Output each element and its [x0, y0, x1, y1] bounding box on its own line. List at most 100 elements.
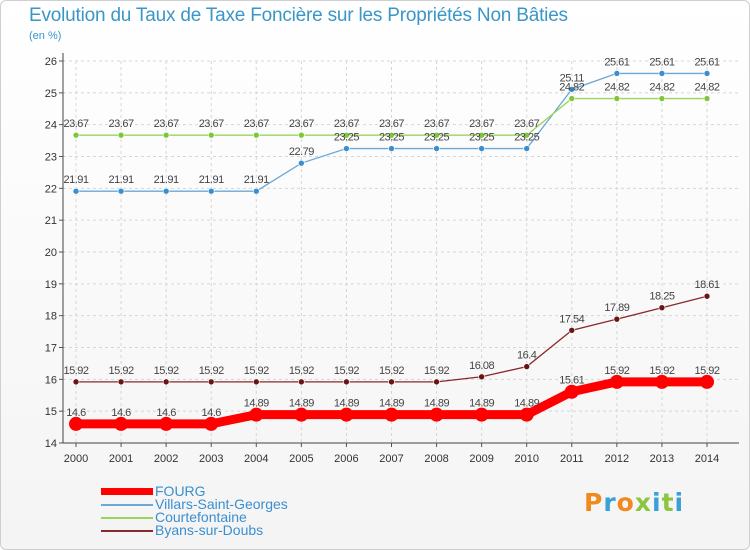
data-label-villars-saint-georges: 21.91	[63, 174, 88, 186]
data-point-courtefontaine	[343, 131, 350, 139]
data-point-byans-sur-doubs	[388, 378, 395, 386]
data-label-courtefontaine: 23.67	[109, 118, 134, 130]
data-label-byans-sur-doubs: 15.92	[334, 365, 359, 377]
data-label-fourg: 15.92	[649, 365, 674, 377]
data-label-villars-saint-georges: 23.25	[424, 132, 449, 144]
data-label-fourg: 14.89	[424, 398, 449, 410]
x-tick-label: 2011	[560, 453, 584, 465]
legend-swatch-villars-saint-georges	[101, 504, 153, 506]
data-point-byans-sur-doubs	[613, 315, 621, 323]
data-label-fourg: 14.6	[111, 407, 131, 419]
data-point-byans-sur-doubs	[207, 378, 215, 386]
data-point-fourg	[700, 374, 714, 389]
x-tick-label: 2010	[514, 453, 538, 465]
data-label-fourg: 15.92	[694, 365, 719, 377]
data-label-courtefontaine: 23.67	[63, 118, 88, 130]
data-label-villars-saint-georges: 25.61	[649, 56, 674, 68]
x-tick-label: 2012	[605, 453, 629, 465]
data-label-byans-sur-doubs: 17.54	[559, 313, 584, 325]
x-tick-label: 2007	[379, 453, 403, 465]
y-axis-unit: (en %)	[29, 30, 62, 42]
legend-swatch-byans-sur-doubs	[101, 530, 153, 532]
data-point-courtefontaine	[433, 131, 440, 139]
logo-letter: r	[603, 488, 617, 517]
data-label-courtefontaine: 24.82	[604, 82, 629, 94]
data-label-villars-saint-georges: 25.61	[604, 56, 629, 68]
data-point-villars-saint-georges	[343, 145, 350, 152]
data-label-villars-saint-georges: 25.61	[694, 56, 719, 68]
legend-label-byans-sur-doubs: Byans-sur-Doubs	[155, 522, 264, 538]
data-label-byans-sur-doubs: 15.92	[379, 365, 404, 377]
data-point-courtefontaine	[207, 131, 215, 139]
y-tick-label: 14	[45, 438, 57, 450]
data-point-fourg	[249, 407, 264, 422]
data-label-courtefontaine: 23.67	[199, 118, 224, 130]
data-label-courtefontaine: 24.82	[559, 82, 584, 94]
x-tick-label: 2003	[199, 453, 223, 465]
y-tick-label: 22	[45, 183, 57, 195]
data-point-fourg	[114, 416, 129, 431]
data-label-villars-saint-georges: 21.91	[199, 174, 224, 186]
data-label-byans-sur-doubs: 15.92	[154, 365, 179, 377]
data-label-byans-sur-doubs: 16.08	[469, 360, 494, 372]
y-tick-label: 15	[45, 406, 57, 418]
data-point-villars-saint-georges	[568, 86, 576, 93]
data-point-courtefontaine	[703, 95, 711, 102]
data-label-villars-saint-georges: 21.91	[244, 174, 269, 186]
data-label-villars-saint-georges: 25.11	[560, 72, 585, 84]
data-label-villars-saint-georges: 23.25	[334, 132, 359, 144]
x-tick-label: 2013	[650, 453, 674, 465]
data-point-fourg	[339, 407, 354, 422]
data-point-courtefontaine	[162, 131, 170, 139]
axes: 14 15 16 17 18 19 20 21 22 23 24 25 26 2000 2001 2002 20…	[45, 53, 739, 465]
data-label-fourg: 15.61	[559, 375, 584, 387]
data-labels: 21.91 21.91 21.91 21.91 21.91 22.79 23.25 23.25…	[63, 56, 720, 419]
data-label-villars-saint-georges: 21.91	[154, 174, 179, 186]
data-point-villars-saint-georges	[252, 187, 260, 195]
logo-letter: o	[616, 488, 635, 517]
data-label-byans-sur-doubs: 18.25	[649, 291, 674, 303]
data-point-byans-sur-doubs	[658, 304, 666, 312]
y-tick-label: 26	[45, 56, 57, 68]
data-label-byans-sur-doubs: 15.92	[424, 365, 449, 377]
legend-swatch-courtefontaine	[101, 517, 153, 519]
legend-swatch-fourg	[101, 488, 153, 495]
data-label-courtefontaine: 23.67	[514, 118, 539, 130]
data-point-courtefontaine	[478, 131, 485, 139]
data-label-villars-saint-georges: 23.25	[469, 132, 494, 144]
data-label-fourg: 15.92	[604, 365, 629, 377]
data-label-fourg: 14.6	[156, 407, 176, 419]
data-point-fourg	[609, 374, 624, 389]
y-tick-label: 24	[45, 120, 57, 132]
data-point-courtefontaine	[658, 95, 666, 102]
data-label-byans-sur-doubs: 15.92	[109, 365, 134, 377]
data-point-villars-saint-georges	[162, 187, 170, 195]
data-label-courtefontaine: 23.67	[469, 118, 494, 130]
data-point-villars-saint-georges	[117, 187, 125, 195]
data-point-byans-sur-doubs	[117, 378, 125, 386]
y-tick-label: 18	[45, 311, 57, 323]
chart-title: Evolution du Taux de Taxe Foncière sur l…	[29, 5, 568, 26]
logo-letter: x	[634, 488, 652, 517]
legend-label-courtefontaine: Courtefontaine	[155, 509, 247, 525]
legend-label-fourg: FOURG	[155, 483, 206, 499]
data-point-courtefontaine	[568, 95, 576, 102]
data-label-byans-sur-doubs: 18.61	[694, 279, 719, 291]
y-tick-label: 25	[45, 88, 57, 100]
x-tick-label: 2001	[109, 453, 133, 465]
x-tick-label: 2006	[334, 453, 358, 465]
data-point-fourg	[204, 416, 219, 431]
data-point-fourg	[159, 416, 174, 431]
data-point-byans-sur-doubs	[298, 378, 305, 386]
y-tick-label: 21	[45, 215, 57, 227]
data-point-byans-sur-doubs	[703, 292, 711, 300]
data-label-villars-saint-georges: 23.25	[379, 132, 404, 144]
data-point-byans-sur-doubs	[568, 327, 576, 334]
data-point-villars-saint-georges	[298, 159, 305, 167]
x-tick-label: 2014	[695, 453, 719, 465]
x-tick-label: 2009	[469, 453, 493, 465]
data-point-fourg	[654, 374, 669, 389]
data-point-villars-saint-georges	[658, 70, 666, 77]
proxiti-logo: Proxiti	[584, 488, 684, 517]
